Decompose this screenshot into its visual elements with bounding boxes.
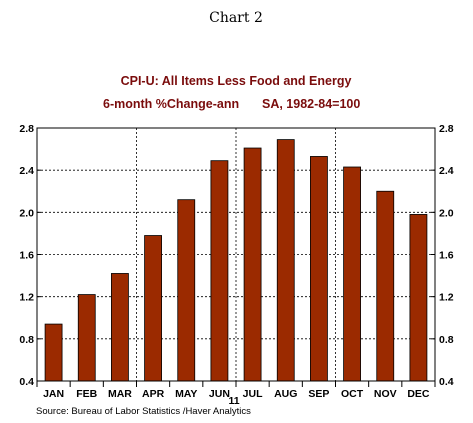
y-axis-right: 0.4 0.8 1.2 1.6 2.0 2.4 2.8 [431, 123, 454, 388]
year-label: 11 [228, 395, 239, 407]
bar-may [177, 199, 196, 382]
x-tick-label: NOV [374, 388, 397, 400]
y-tick-label-left: 0.8 [19, 334, 34, 346]
x-tick-label: FEB [76, 388, 97, 400]
y-tick-label-right: 2.4 [439, 165, 454, 177]
y-tick-label-left: 2.4 [19, 165, 34, 177]
bar-sep [310, 156, 328, 382]
bars [44, 139, 428, 382]
x-tick-label: SEP [308, 388, 329, 400]
bar-mar [111, 273, 129, 382]
x-tick-label: JUN [209, 388, 230, 400]
chart-subtitle-measure: 6-month %Change-ann [103, 97, 239, 111]
y-tick-label-right: 2.8 [439, 123, 454, 135]
chart-subtitle-basis: SA, 1982-84=100 [262, 97, 360, 111]
x-tick-label: DEC [407, 388, 430, 400]
y-tick-label-right: 1.2 [439, 292, 454, 304]
y-tick-label-right: 0.4 [439, 376, 454, 388]
bar-jun [210, 160, 229, 382]
x-tick-label: APR [142, 388, 165, 400]
bar-jan [44, 323, 63, 382]
chart-title: CPI-U: All Items Less Food and Energy [121, 74, 352, 88]
x-tick-label: JAN [43, 388, 64, 400]
y-tick-label-right: 1.6 [439, 250, 454, 262]
y-axis-left: 0.4 0.8 1.2 1.6 2.0 2.4 2.8 [19, 123, 41, 388]
x-tick-label: AUG [274, 388, 297, 400]
bar-oct [343, 166, 361, 382]
bar-jul [243, 147, 262, 382]
x-tick-label: JUL [243, 388, 263, 400]
figure-caption: Chart 2 [209, 10, 263, 26]
x-tick-label: OCT [341, 388, 364, 400]
x-axis: JAN FEB MAR APR MAY JUN JUL AUG SEP OCT NOV DEC [36, 381, 436, 400]
y-tick-label-left: 1.6 [19, 250, 34, 262]
bar-apr [144, 235, 162, 382]
bar-feb [77, 294, 96, 382]
gridlines [37, 128, 435, 381]
source-note: Source: Bureau of Labor Statistics /Have… [36, 406, 251, 417]
y-tick-label-right: 2.0 [439, 207, 454, 219]
x-tick-label: MAR [108, 388, 132, 400]
bar-dec [409, 214, 428, 382]
y-tick-label-left: 2.8 [19, 123, 34, 135]
y-tick-label-left: 0.4 [19, 376, 34, 388]
y-tick-label-left: 2.0 [19, 207, 34, 219]
bar-nov [376, 190, 395, 382]
y-tick-label-right: 0.8 [439, 334, 454, 346]
y-tick-label-left: 1.2 [19, 292, 34, 304]
x-tick-label: MAY [175, 388, 197, 400]
bar-aug [276, 139, 295, 382]
